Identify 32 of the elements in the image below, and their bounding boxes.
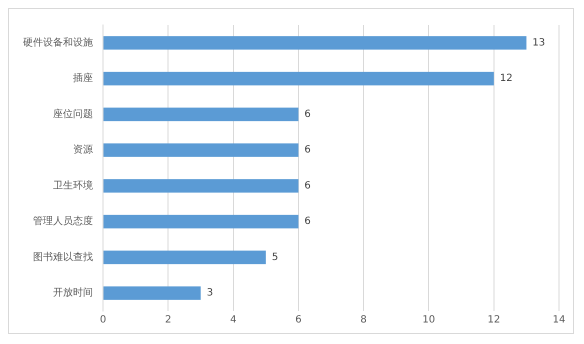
y-tick-label: 开放时间 bbox=[53, 286, 93, 299]
y-tick-label: 管理人员态度 bbox=[33, 215, 93, 228]
y-tick-label: 硬件设备和设施 bbox=[23, 36, 93, 48]
y-tick-label: 图书难以查找 bbox=[33, 250, 93, 263]
x-tick-label: 6 bbox=[295, 314, 302, 326]
bar bbox=[104, 143, 298, 157]
data-label: 5 bbox=[272, 252, 278, 263]
bar bbox=[104, 250, 266, 264]
x-tick-label: 8 bbox=[360, 314, 367, 326]
x-tick-label: 0 bbox=[100, 314, 106, 326]
bar bbox=[104, 108, 298, 122]
data-label: 6 bbox=[304, 108, 311, 120]
data-label: 12 bbox=[500, 73, 513, 84]
bar bbox=[104, 72, 494, 86]
bar bbox=[104, 36, 526, 50]
x-tick-label: 4 bbox=[230, 314, 236, 326]
x-tick-label: 14 bbox=[552, 314, 566, 326]
bar bbox=[104, 179, 298, 193]
y-tick-label: 座位问题 bbox=[53, 108, 93, 120]
data-label: 3 bbox=[206, 288, 214, 299]
y-tick-label: 插座 bbox=[73, 72, 93, 84]
bar bbox=[104, 214, 298, 228]
y-tick-label: 资源 bbox=[73, 144, 93, 156]
data-label: 6 bbox=[304, 180, 311, 192]
data-label: 6 bbox=[304, 216, 311, 228]
data-label: 6 bbox=[304, 144, 311, 156]
data-label: 13 bbox=[532, 37, 546, 48]
x-tick-label: 2 bbox=[164, 314, 172, 326]
x-tick-label: 10 bbox=[422, 314, 436, 326]
x-tick-label: 12 bbox=[487, 314, 500, 326]
y-tick-label: 卫生环境 bbox=[53, 179, 93, 192]
bar bbox=[104, 286, 201, 300]
